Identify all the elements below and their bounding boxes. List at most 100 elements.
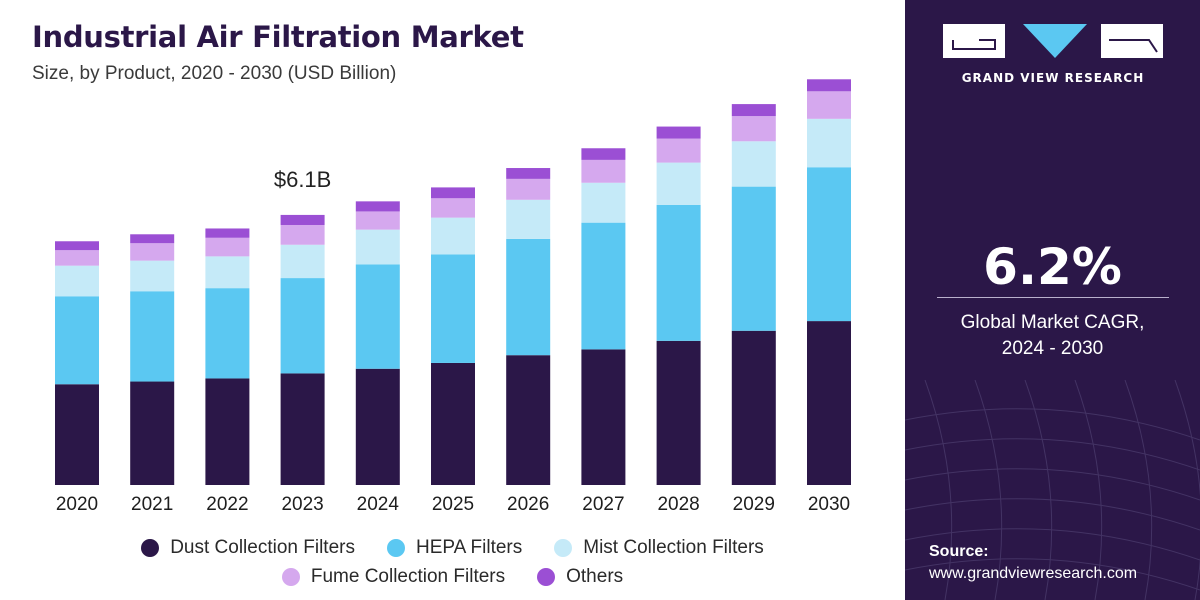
x-tick-label: 2028 (657, 494, 699, 515)
bar-segment-2020-dust-collection-filters (55, 384, 99, 485)
legend-label-hepa: HEPA Filters (415, 536, 523, 558)
legend-item-dust: Dust Collection Filters (141, 537, 355, 559)
legend-item-hepa: HEPA Filters (386, 536, 523, 559)
bar-segment-2024-hepa-filters (355, 264, 400, 369)
bar-segment-2025-fume-collection-filters (431, 198, 475, 218)
chart-subtitle: Size, by Product, 2020 - 2030 (USD Billi… (32, 63, 397, 84)
bar-segment-2024-fume-collection-filters (355, 211, 400, 230)
bar-segment-2022-hepa-filters (205, 288, 250, 379)
bar-segment-2030-fume-collection-filters (807, 91, 851, 119)
bar-segment-2026-others (506, 168, 551, 179)
bar-segment-2025-hepa-filters (431, 254, 475, 363)
bar-segment-2030-hepa-filters (807, 167, 851, 322)
x-tick-label: 2020 (56, 494, 98, 515)
bar-segment-2021-dust-collection-filters (130, 381, 175, 485)
legend-item-mist: Mist Collection Filters (554, 537, 764, 559)
source-label: Source: (929, 543, 989, 560)
bar-segment-2028-dust-collection-filters (656, 340, 701, 485)
x-tick-label: 2021 (131, 494, 173, 515)
bar-segment-2026-hepa-filters (506, 238, 551, 356)
chart-title: Industrial Air Filtration Market (32, 20, 524, 54)
bar-segment-2027-dust-collection-filters (581, 349, 626, 485)
bar-segment-2029-hepa-filters (731, 186, 776, 331)
legend-swatch-hepa (386, 538, 405, 557)
bar-segment-2027-hepa-filters (581, 222, 626, 350)
legend-item-others: Others (537, 566, 623, 588)
bar-segment-2020-fume-collection-filters (55, 250, 99, 266)
source-note: Source: www.grandviewresearch.com (929, 543, 1137, 583)
brand-name: GRAND VIEW RESEARCH (961, 71, 1145, 85)
bar-segment-2023-fume-collection-filters (280, 224, 325, 245)
stacked-bar-chart: 2020 2021 2022 2023 2024 2025 2026 2027 2028 2029… (55, 79, 851, 515)
legend-row-2: Fume Collection Filters Others (0, 562, 905, 591)
bar-segment-2021-mist-collection-filters (130, 260, 175, 292)
x-tick-label: 2023 (281, 494, 323, 515)
bar-segment-2020-mist-collection-filters (55, 265, 99, 297)
bar-segment-2020-hepa-filters (55, 296, 99, 385)
bar-segment-2022-others (205, 228, 250, 238)
decorative-grid-art (905, 380, 1200, 600)
cagr-label-line2: 2024 - 2030 (1001, 338, 1104, 359)
bar-segment-2029-dust-collection-filters (731, 330, 776, 485)
legend-swatch-fume (281, 567, 300, 586)
bar-segment-2023-dust-collection-filters (280, 373, 325, 485)
legend-label-dust: Dust Collection Filters (170, 536, 355, 558)
bar-segment-2024-others (355, 201, 400, 212)
bar-segment-2021-hepa-filters (130, 291, 175, 382)
chart-legend: Dust Collection Filters HEPA Filters Mis… (0, 533, 905, 591)
legend-swatch-others (537, 567, 556, 586)
bar-segment-2025-mist-collection-filters (431, 217, 475, 255)
bar-segment-2030-dust-collection-filters (807, 321, 851, 485)
bar-segment-2021-fume-collection-filters (130, 243, 175, 261)
chart-panel: Industrial Air Filtration Market Size, b… (0, 20, 905, 591)
bar-segment-2023-hepa-filters (280, 278, 325, 374)
bar-segment-2027-others (581, 148, 626, 160)
brand-logo-mark (943, 24, 1163, 58)
bar-segment-2028-fume-collection-filters (656, 138, 701, 163)
x-tick-label: 2030 (808, 494, 850, 515)
bar-value-annotation: $6.1B (274, 167, 332, 192)
bar-segment-2020-others (55, 241, 99, 251)
bar-segment-2029-mist-collection-filters (731, 141, 776, 187)
bar-segment-2030-others (807, 79, 851, 92)
legend-label-others: Others (566, 565, 624, 587)
bar-segment-2026-dust-collection-filters (506, 355, 551, 485)
cagr-label: Global Market CAGR, 2024 - 2030 (905, 310, 1200, 362)
legend-swatch-mist (554, 538, 573, 557)
bar-segment-2029-fume-collection-filters (731, 116, 776, 142)
bar-segment-2027-fume-collection-filters (581, 159, 626, 183)
x-tick-label: 2024 (357, 494, 400, 515)
legend-row-1: Dust Collection Filters HEPA Filters Mis… (0, 533, 905, 562)
bar-segment-2021-others (130, 234, 175, 244)
legend-label-fume: Fume Collection Filters (310, 565, 506, 587)
summary-sidebar: GRAND VIEW RESEARCH 6.2% Global Market C… (905, 0, 1200, 600)
bar-segment-2024-dust-collection-filters (355, 368, 400, 485)
bar-segment-2024-mist-collection-filters (355, 229, 400, 265)
legend-label-mist: Mist Collection Filters (583, 536, 764, 558)
bar-segment-2026-fume-collection-filters (506, 178, 551, 200)
bar-segment-2022-dust-collection-filters (205, 378, 250, 485)
cagr-label-line1: Global Market CAGR, (960, 312, 1145, 333)
x-tick-label: 2025 (432, 494, 474, 515)
bar-segment-2030-mist-collection-filters (807, 118, 851, 168)
cagr-divider (937, 297, 1169, 298)
bar-segment-2026-mist-collection-filters (506, 199, 551, 239)
bar-segment-2023-others (280, 214, 325, 225)
bar-segment-2029-others (731, 104, 776, 117)
x-tick-label: 2026 (507, 494, 549, 515)
x-tick-label: 2022 (206, 494, 248, 515)
bar-segment-2027-mist-collection-filters (581, 182, 626, 223)
bar-segment-2025-others (431, 187, 475, 199)
legend-swatch-dust (141, 538, 160, 557)
x-tick-label: 2027 (582, 494, 624, 515)
legend-item-fume: Fume Collection Filters (281, 565, 506, 588)
bar-segment-2023-mist-collection-filters (280, 244, 325, 279)
brand-logo: GRAND VIEW RESEARCH (943, 22, 1163, 92)
bar-segment-2028-hepa-filters (656, 204, 701, 341)
bar-segment-2028-others (656, 126, 701, 139)
source-url: www.grandviewresearch.com (929, 565, 1138, 582)
bar-segment-2022-fume-collection-filters (205, 237, 250, 257)
bar-segment-2028-mist-collection-filters (656, 162, 701, 205)
bar-segment-2022-mist-collection-filters (205, 256, 250, 289)
cagr-value: 6.2% (983, 238, 1122, 296)
